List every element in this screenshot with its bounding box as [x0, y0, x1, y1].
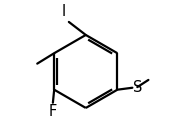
Text: F: F: [49, 104, 57, 119]
Text: S: S: [133, 80, 142, 95]
Text: I: I: [61, 4, 66, 19]
